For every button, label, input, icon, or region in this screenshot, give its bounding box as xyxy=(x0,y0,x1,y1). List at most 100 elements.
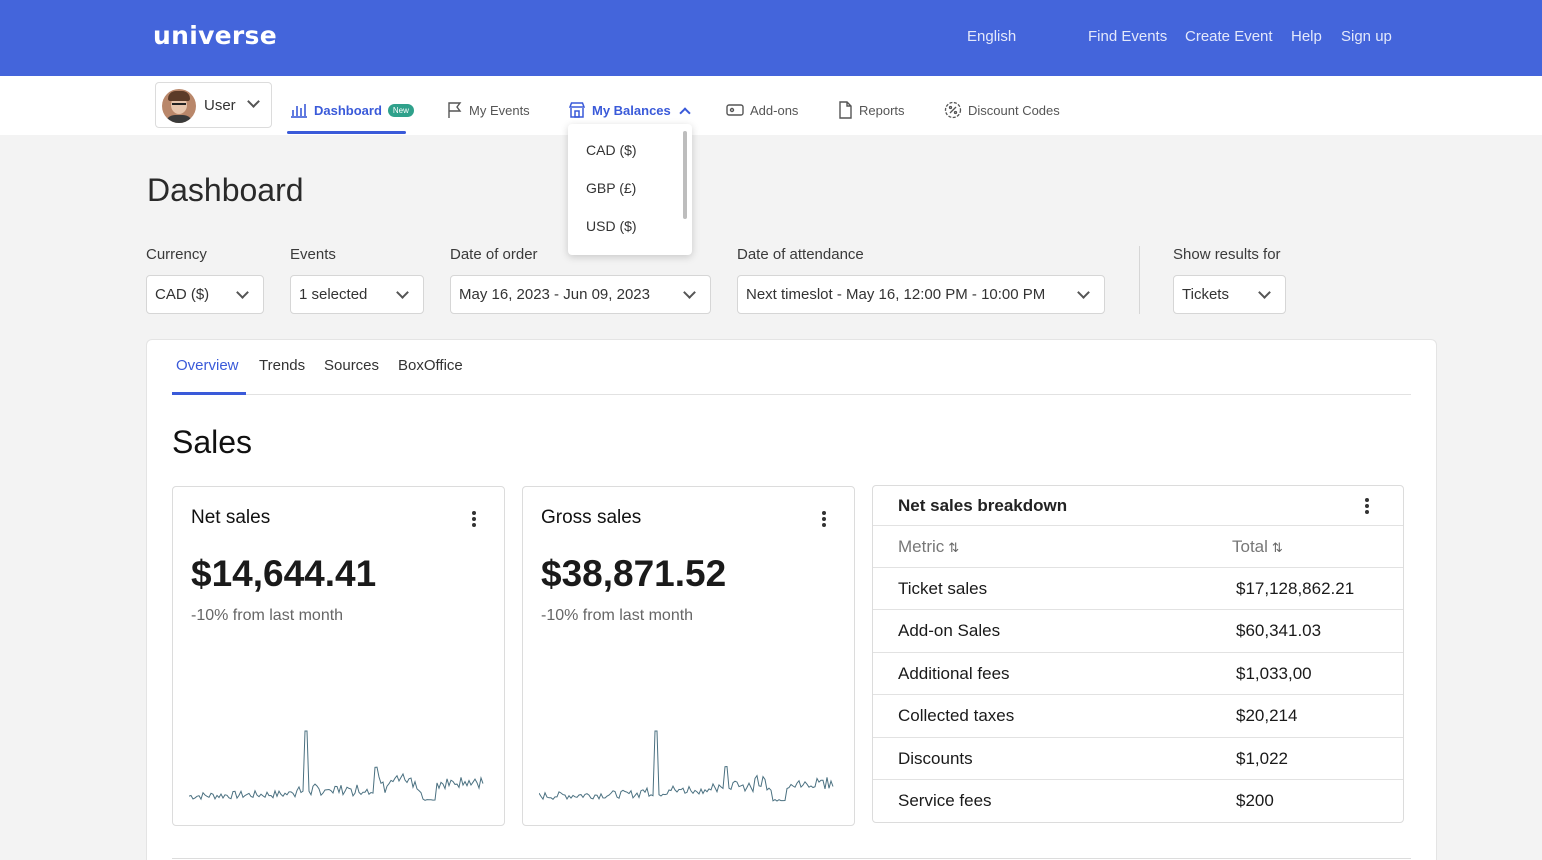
tab-add-ons[interactable]: Add-ons xyxy=(726,98,798,122)
chevron-down-icon xyxy=(236,286,249,299)
date-of-order-label: Date of order xyxy=(450,246,538,263)
events-label: Events xyxy=(290,246,336,263)
tab-my-balances[interactable]: My Balances xyxy=(568,98,691,122)
menu-item-cad[interactable]: CAD ($) xyxy=(586,142,637,158)
breakdown-title: Net sales breakdown xyxy=(898,496,1068,515)
more-options-icon[interactable] xyxy=(822,511,826,527)
tab-sources[interactable]: Sources xyxy=(324,357,380,374)
find-events-link[interactable]: Find Events xyxy=(1088,28,1168,45)
document-icon xyxy=(839,101,852,119)
tab-discount-codes[interactable]: Discount Codes xyxy=(944,98,1060,122)
user-menu-button[interactable]: User xyxy=(155,82,272,128)
sales-heading: Sales xyxy=(172,424,253,460)
tab-my-events-label: My Events xyxy=(469,102,530,118)
currency-value: CAD ($) xyxy=(155,286,210,303)
currency-label: Currency xyxy=(146,246,207,263)
date-of-attendance-select[interactable]: Next timeslot - May 16, 12:00 PM - 10:00… xyxy=(737,275,1105,314)
table-row: Collected taxes $20,214 xyxy=(873,694,1403,737)
gross-sales-amount: $38,871.52 xyxy=(541,553,727,594)
metric-cell: Collected taxes xyxy=(898,706,1015,725)
ticket-icon xyxy=(726,104,744,116)
metric-header-label: Metric xyxy=(898,537,945,556)
filter-divider xyxy=(1139,246,1140,314)
total-cell: $20,214 xyxy=(1236,706,1298,725)
gross-sales-card: Gross sales $38,871.52 -10% from last mo… xyxy=(522,486,855,826)
chevron-up-icon xyxy=(679,106,691,119)
help-link[interactable]: Help xyxy=(1291,28,1322,45)
flag-icon xyxy=(448,102,462,118)
create-event-link[interactable]: Create Event xyxy=(1185,28,1273,45)
metric-cell: Service fees xyxy=(898,791,992,810)
gross-sales-title: Gross sales xyxy=(541,507,642,528)
date-of-order-value: May 16, 2023 - Jun 09, 2023 xyxy=(459,286,650,303)
more-options-icon[interactable] xyxy=(1365,498,1369,514)
net-sales-change: -10% from last month xyxy=(191,607,344,624)
table-header: Metric ⇅ Total ⇅ xyxy=(873,525,1403,568)
net-sales-breakdown-card: Net sales breakdown Metric ⇅ Total ⇅ Ticke… xyxy=(872,485,1404,823)
tab-my-events[interactable]: My Events xyxy=(447,98,530,122)
metric-cell: Add-on Sales xyxy=(898,621,1001,640)
show-results-select[interactable]: Tickets xyxy=(1173,275,1286,314)
show-results-value: Tickets xyxy=(1182,286,1229,303)
events-select[interactable]: 1 selected xyxy=(290,275,424,314)
discount-icon xyxy=(944,101,962,119)
currency-select[interactable]: CAD ($) xyxy=(146,275,264,314)
total-cell: $1,033,00 xyxy=(1236,664,1312,683)
language-selector[interactable]: English xyxy=(967,28,1017,45)
store-icon xyxy=(568,102,586,118)
tab-reports[interactable]: Reports xyxy=(837,98,905,122)
active-content-tab-indicator xyxy=(172,392,246,395)
tab-add-ons-label: Add-ons xyxy=(750,102,799,118)
dropdown-scrollbar[interactable] xyxy=(683,131,687,219)
chevron-down-icon xyxy=(683,286,696,299)
events-value: 1 selected xyxy=(299,286,368,303)
sort-icon: ⇅ xyxy=(1271,540,1283,555)
bar-chart-icon xyxy=(291,104,307,118)
metric-cell: Ticket sales xyxy=(898,579,988,598)
menu-item-gbp[interactable]: GBP (£) xyxy=(586,180,637,196)
top-bar: universe English Find Events Create Even… xyxy=(0,0,1542,76)
tab-discount-codes-label: Discount Codes xyxy=(968,102,1060,118)
balances-dropdown: CAD ($) GBP (£) USD ($) xyxy=(568,124,692,255)
tab-boxoffice[interactable]: BoxOffice xyxy=(398,357,463,374)
table-row: Discounts $1,022 xyxy=(873,737,1403,780)
universe-logo[interactable]: universe xyxy=(153,21,277,50)
total-column-header[interactable]: Total ⇅ xyxy=(1232,537,1283,557)
table-row: Add-on Sales $60,341.03 xyxy=(873,609,1403,652)
section-divider xyxy=(172,858,1411,859)
user-label: User xyxy=(204,97,236,114)
total-cell: $200 xyxy=(1236,791,1274,810)
gross-sales-sparkline xyxy=(539,730,834,802)
tab-reports-label: Reports xyxy=(859,102,905,118)
chevron-down-icon xyxy=(396,286,409,299)
net-sales-title: Net sales xyxy=(191,507,271,528)
sort-icon: ⇅ xyxy=(948,540,960,555)
chevron-down-icon xyxy=(247,95,260,108)
menu-item-usd[interactable]: USD ($) xyxy=(586,218,637,234)
tab-dashboard-label: Dashboard xyxy=(314,102,382,118)
metric-column-header[interactable]: Metric ⇅ xyxy=(898,537,959,557)
table-row: Ticket sales $17,128,862.21 xyxy=(873,567,1403,610)
tab-overview[interactable]: Overview xyxy=(176,357,239,374)
tab-trends[interactable]: Trends xyxy=(259,357,306,374)
tab-my-balances-label: My Balances xyxy=(592,102,671,118)
more-options-icon[interactable] xyxy=(472,511,476,527)
chevron-down-icon xyxy=(1077,286,1090,299)
total-cell: $60,341.03 xyxy=(1236,621,1322,640)
net-sales-card: Net sales $14,644.41 -10% from last mont… xyxy=(172,486,505,826)
table-row: Service fees $200 xyxy=(873,779,1403,822)
net-sales-amount: $14,644.41 xyxy=(191,553,377,594)
metric-cell: Additional fees xyxy=(898,664,1010,683)
tab-dashboard[interactable]: Dashboard New xyxy=(290,98,414,122)
net-sales-sparkline xyxy=(189,730,484,801)
sign-up-link[interactable]: Sign up xyxy=(1341,28,1392,45)
active-tab-indicator xyxy=(287,131,406,134)
total-cell: $1,022 xyxy=(1236,749,1288,768)
page-title: Dashboard xyxy=(147,172,304,208)
total-cell: $17,128,862.21 xyxy=(1236,579,1355,598)
total-header-label: Total xyxy=(1232,537,1268,556)
date-of-order-select[interactable]: May 16, 2023 - Jun 09, 2023 xyxy=(450,275,711,314)
metric-cell: Discounts xyxy=(898,749,973,768)
new-badge: New xyxy=(387,103,414,117)
gross-sales-change: -10% from last month xyxy=(541,607,694,624)
